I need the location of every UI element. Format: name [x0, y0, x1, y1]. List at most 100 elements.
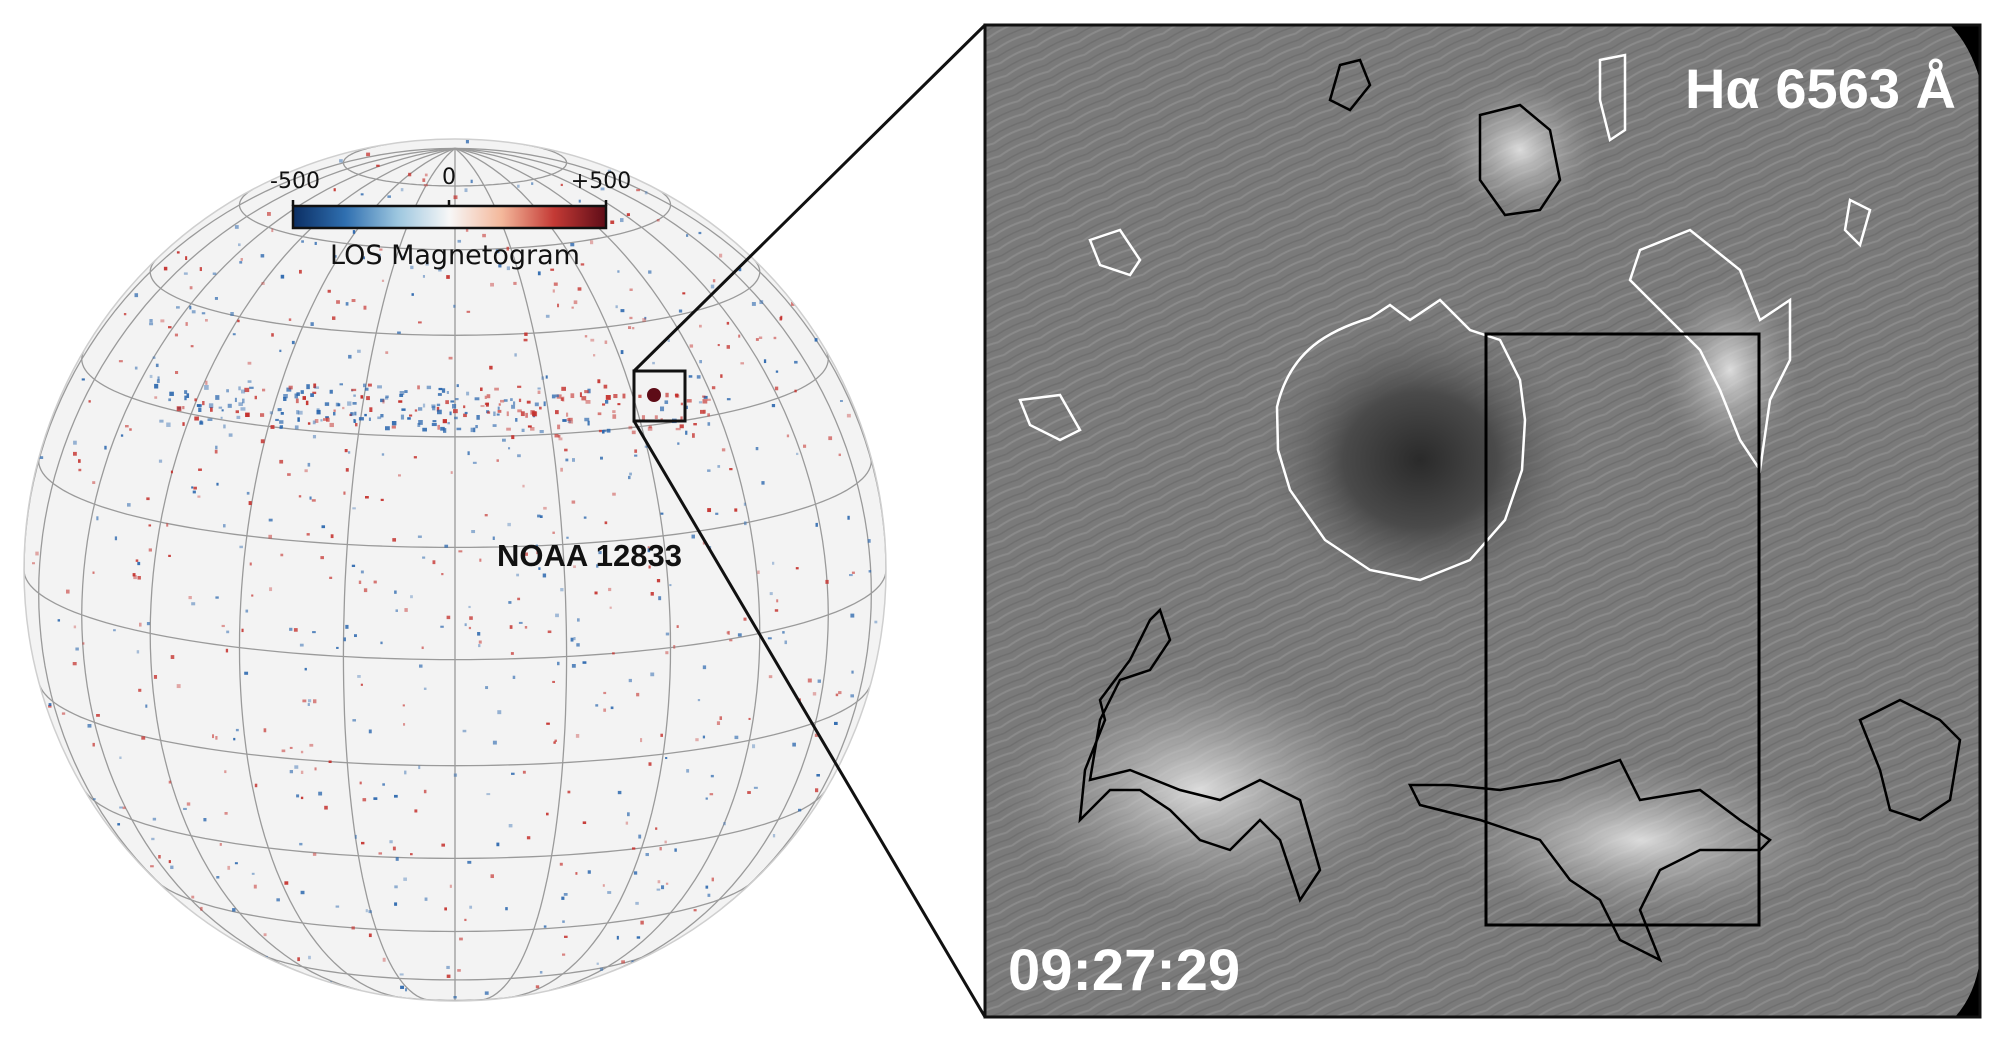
magnetic-element — [734, 735, 739, 740]
magnetic-element — [847, 515, 850, 520]
magnetic-element — [868, 570, 872, 573]
magnetic-element — [602, 403, 606, 406]
magnetic-element — [502, 438, 506, 442]
magnetic-element — [380, 498, 384, 502]
magnetic-element — [577, 618, 580, 622]
magnetic-element — [168, 860, 171, 864]
magnetic-element — [146, 497, 150, 501]
magnetic-element — [436, 403, 441, 407]
magnetic-element — [874, 620, 878, 624]
magnetic-element — [465, 228, 469, 232]
magnetic-element — [440, 426, 445, 431]
magnetic-element — [191, 310, 196, 314]
magnetic-element — [521, 552, 525, 556]
magnetic-element — [119, 806, 123, 809]
magnetic-element — [561, 386, 567, 391]
magnetic-element — [168, 780, 172, 784]
magnetic-element — [557, 661, 560, 666]
magnetic-element — [560, 467, 563, 472]
magnetic-element — [421, 646, 424, 650]
magnetic-element — [268, 534, 273, 539]
magnetic-element — [365, 909, 368, 913]
negative-polarity-contour — [1078, 607, 1322, 903]
magnetic-element — [332, 316, 336, 320]
magnetic-element — [401, 408, 406, 411]
magnetic-element — [279, 425, 284, 429]
magnetic-element — [753, 786, 758, 789]
magnetic-element — [490, 874, 494, 879]
magnetic-element — [518, 398, 522, 403]
magnetic-element — [774, 609, 779, 612]
magnetic-element — [296, 794, 300, 798]
magnetic-element — [314, 419, 319, 423]
magnetic-element — [314, 386, 320, 389]
magnetic-element — [289, 770, 294, 774]
magnetic-element — [531, 182, 534, 185]
magnetic-element — [135, 559, 139, 562]
magnetic-element — [182, 422, 185, 426]
timestamp: 09:27:29 — [1008, 938, 1240, 1003]
magnetic-element — [511, 772, 515, 775]
magnetic-element — [223, 524, 226, 528]
magnetic-element — [215, 445, 218, 450]
magnetic-element — [279, 349, 282, 353]
magnetic-element — [379, 248, 383, 251]
magnetic-element — [251, 594, 254, 597]
full-disk-magnetogram: -500 0 +500 LOS Magnetogram NOAA 12833 — [23, 138, 887, 1002]
magnetic-element — [775, 370, 779, 373]
magnetic-element — [644, 191, 648, 195]
magnetic-element — [419, 664, 423, 668]
magnetic-element — [431, 422, 437, 427]
magnetic-element — [308, 182, 311, 187]
magnetic-element — [475, 425, 478, 429]
magnetic-element — [400, 188, 404, 192]
magnetic-element — [620, 309, 625, 313]
magnetic-element — [729, 639, 733, 642]
magnetic-element — [660, 406, 665, 412]
magnetic-element — [223, 424, 226, 429]
magnetic-element — [221, 624, 225, 628]
magnetic-element — [169, 391, 174, 396]
magnetic-element — [677, 442, 680, 445]
magnetic-element — [640, 920, 644, 925]
magnetic-element — [183, 272, 188, 275]
magnetic-element — [598, 429, 602, 433]
magnetic-element — [194, 416, 199, 421]
magnetic-element — [495, 249, 500, 254]
magnetic-element — [563, 893, 568, 896]
magnetic-element — [506, 266, 510, 271]
magnetic-element — [377, 253, 381, 258]
magnetic-element — [336, 300, 340, 304]
magnetic-element — [791, 301, 795, 306]
magnetic-element — [480, 405, 485, 408]
magnetic-element — [353, 419, 356, 423]
magnetic-element — [825, 579, 829, 584]
magnetic-element — [410, 595, 413, 599]
magnetic-element — [600, 187, 605, 191]
magnetic-element — [271, 333, 274, 337]
magnetic-element — [698, 401, 703, 404]
magnetic-element — [686, 769, 690, 773]
region-of-interest-box — [1484, 332, 1761, 927]
magnetic-element — [615, 305, 618, 309]
magnetic-element — [360, 193, 364, 196]
magnetic-element — [590, 338, 595, 342]
magnetic-element — [560, 588, 564, 592]
magnetic-element — [503, 399, 508, 402]
magnetic-element — [654, 415, 658, 420]
magnetic-element — [689, 344, 694, 348]
magnetic-element — [277, 408, 282, 412]
magnetic-element — [768, 675, 773, 679]
magnetic-element — [712, 279, 716, 283]
magnetic-element — [224, 812, 228, 815]
magnetic-element — [350, 412, 353, 417]
magnetic-element — [510, 398, 513, 402]
magnetic-element — [656, 888, 661, 891]
magnetic-element — [283, 394, 288, 399]
magnetic-element — [496, 842, 500, 847]
magnetic-element — [566, 418, 571, 421]
magnetic-element — [508, 824, 513, 828]
magnetic-element — [245, 412, 250, 418]
magnetic-element — [194, 398, 197, 402]
magnetic-element — [642, 318, 646, 322]
